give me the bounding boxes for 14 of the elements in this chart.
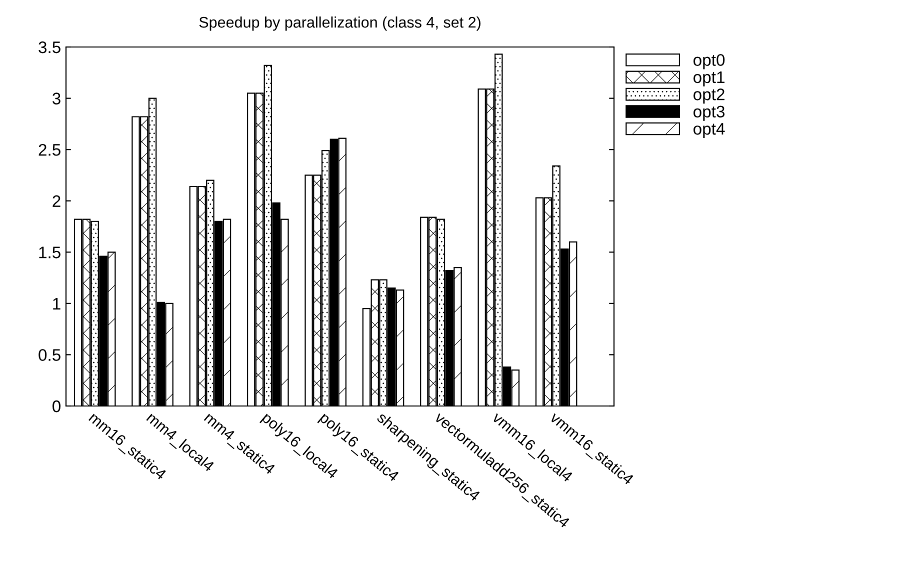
legend-label: opt4 — [694, 123, 725, 138]
y-tick-label: 2 — [52, 195, 60, 207]
chart-title: Speedup by parallelization (class 4, set 2) — [199, 16, 480, 31]
y-tick-label: 3 — [52, 92, 60, 104]
y-tick-label: 0.5 — [38, 349, 60, 361]
y-tick-label: 3.5 — [38, 41, 60, 54]
y-tick-label: 2.5 — [38, 144, 60, 156]
y-tick-label: 1.5 — [39, 246, 60, 258]
y-tick-label: 1 — [53, 298, 60, 310]
legend-label: opt0 — [694, 54, 725, 70]
legend-label: opt1 — [694, 71, 724, 86]
legend-label: opt2 — [694, 88, 724, 104]
legend-label: opt3 — [694, 106, 725, 121]
y-tick-label: 0 — [52, 400, 60, 412]
